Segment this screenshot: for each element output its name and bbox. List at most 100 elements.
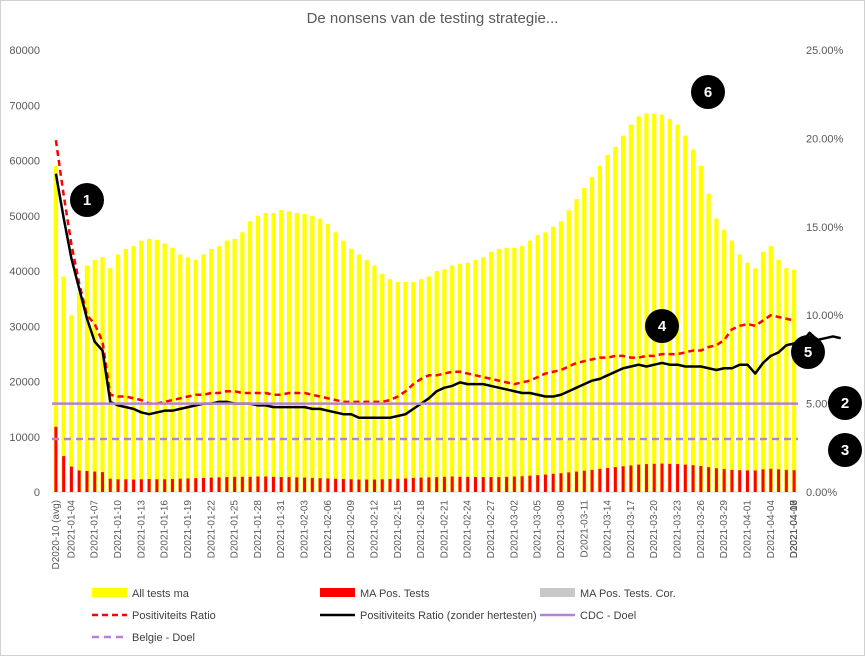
bar-0-39	[356, 254, 362, 492]
bar-0-5	[92, 259, 97, 492]
bar-1-18	[194, 478, 198, 492]
y-left-tick-label: 30000	[9, 321, 40, 333]
bar-0-29	[279, 210, 284, 493]
annotation-label: 1	[83, 192, 91, 209]
bar-1-41	[373, 479, 376, 492]
legend-item-5: CDC - Doel	[540, 610, 636, 622]
x-tick-label: D2021-04-04	[766, 500, 777, 559]
bar-0-81	[683, 135, 688, 492]
x-tick-label: D2021-01-07	[90, 500, 101, 559]
x-tick-label: D2021-04-16	[789, 500, 800, 559]
bar-1-56	[489, 477, 493, 492]
annotation-marker-2: 2	[828, 386, 862, 420]
bar-1-77	[652, 463, 656, 492]
bar-1-14	[163, 479, 167, 492]
bar-1-28	[271, 476, 275, 492]
bar-1-4	[85, 471, 89, 492]
bar-1-65	[559, 473, 563, 492]
bar-0-75	[636, 116, 641, 493]
y-right-tick-label: 25.00%	[806, 45, 844, 57]
legend: All tests ma MA Pos. Tests MA Pos. Tests. …	[92, 588, 676, 644]
annotation-marker-1: 1	[70, 183, 104, 217]
bar-0-0	[53, 166, 59, 492]
bar-1-85	[714, 468, 718, 492]
bar-1-5	[93, 471, 97, 492]
bar-1-91	[761, 469, 765, 492]
bar-0-14	[162, 243, 167, 493]
x-tick-label: D2021-04-07	[789, 500, 800, 559]
bar-1-74	[629, 465, 633, 492]
bar-0-63	[543, 232, 548, 492]
legend-label: All tests ma	[132, 588, 190, 600]
bar-0-36	[333, 232, 338, 492]
bar-1-33	[310, 477, 314, 492]
series-line-0	[54, 139, 795, 405]
bar-1-49	[435, 477, 439, 492]
annotation-marker-5: 5	[791, 335, 825, 369]
y-left-tick-label: 80000	[9, 45, 40, 57]
bar-1-1	[62, 456, 66, 492]
bar-1-9	[124, 479, 128, 492]
bar-1-63	[543, 474, 547, 492]
bar-1-57	[497, 477, 501, 492]
bar-0-88	[737, 254, 742, 492]
bar-0-89	[745, 262, 750, 492]
bar-0-23	[232, 238, 237, 492]
bar-0-4	[84, 265, 90, 492]
bar-1-55	[481, 477, 485, 492]
legend-item-6: Belgie - Doel	[92, 632, 195, 644]
bar-1-80	[676, 464, 680, 492]
bar-1-48	[427, 477, 431, 492]
bar-0-68	[582, 188, 587, 493]
bar-0-87	[729, 240, 735, 492]
x-tick-label: D2021-03-05	[533, 500, 544, 559]
bar-0-78	[659, 114, 665, 492]
annotation-label: 3	[841, 442, 849, 459]
bar-1-19	[202, 477, 205, 492]
bar-1-0	[54, 426, 58, 492]
bar-1-39	[357, 479, 361, 492]
bar-1-86	[722, 469, 726, 492]
bar-1-2	[69, 466, 73, 492]
bar-1-3	[77, 470, 81, 492]
bar-0-86	[722, 229, 727, 492]
bar-0-17	[185, 257, 191, 492]
bar-0-6	[100, 257, 105, 492]
y-left-tick-label: 10000	[9, 432, 40, 444]
bar-1-67	[575, 471, 578, 492]
bar-1-38	[349, 479, 353, 492]
bar-1-24	[240, 476, 244, 492]
bar-0-64	[551, 226, 556, 493]
x-tick-label: D2021-03-23	[673, 500, 684, 559]
legend-item-0: All tests ma	[92, 588, 190, 600]
bar-1-75	[637, 464, 641, 492]
bar-0-16	[178, 254, 183, 492]
bar-1-11	[139, 479, 143, 492]
bar-0-20	[209, 248, 214, 492]
bar-0-7	[108, 268, 113, 492]
bar-1-66	[567, 472, 571, 492]
bar-1-15	[170, 479, 174, 492]
plot-area	[52, 113, 842, 493]
legend-swatch	[540, 588, 575, 597]
bar-0-21	[216, 246, 222, 492]
bar-0-73	[621, 135, 626, 492]
bar-1-62	[536, 475, 540, 492]
bar-1-72	[613, 467, 617, 492]
y-left-tick-label: 70000	[9, 100, 40, 112]
x-tick-label: D2021-04-01	[742, 500, 753, 559]
bar-0-34	[317, 218, 323, 492]
y-left-tick-label: 40000	[9, 266, 40, 278]
legend-swatch	[92, 588, 127, 597]
x-tick-label: D2021-02-03	[300, 500, 311, 559]
bar-0-10	[131, 246, 136, 492]
bar-0-53	[465, 262, 470, 492]
bar-1-21	[217, 477, 221, 492]
y-left-tick-label: 60000	[9, 156, 40, 168]
x-tick-label: D2021-02-09	[346, 500, 357, 559]
bar-1-6	[101, 472, 104, 492]
bar-0-91	[760, 251, 766, 492]
bar-1-89	[746, 470, 749, 492]
bar-0-18	[193, 259, 198, 492]
